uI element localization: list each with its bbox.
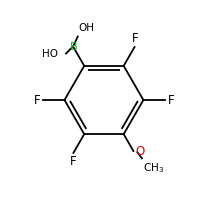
Text: B: B xyxy=(70,42,77,52)
Text: HO: HO xyxy=(42,49,58,59)
Text: F: F xyxy=(167,94,174,106)
Text: CH$_3$: CH$_3$ xyxy=(143,161,165,175)
Text: OH: OH xyxy=(79,23,95,33)
Text: F: F xyxy=(70,155,76,168)
Text: F: F xyxy=(132,32,138,45)
Text: F: F xyxy=(34,94,40,106)
Text: O: O xyxy=(135,145,145,158)
